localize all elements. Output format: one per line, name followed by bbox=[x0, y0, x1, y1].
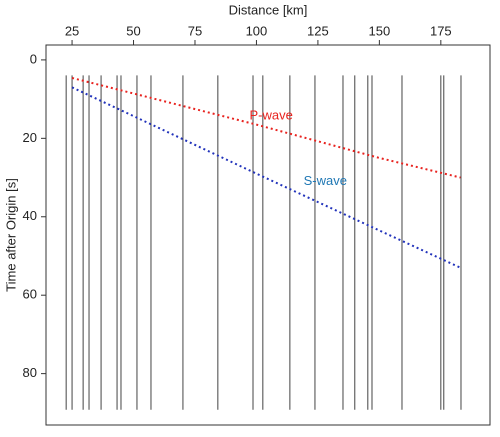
phase-line bbox=[71, 76, 461, 179]
phase-line bbox=[71, 86, 461, 269]
x-axis-title: Distance [km] bbox=[229, 2, 308, 17]
y-tick-label: 20 bbox=[23, 130, 37, 145]
y-tick-label: 60 bbox=[23, 287, 37, 302]
y-tick-label: 40 bbox=[23, 208, 37, 223]
y-tick-label: 0 bbox=[30, 51, 37, 66]
x-tick-label: 100 bbox=[246, 23, 268, 38]
x-tick-label: 125 bbox=[307, 23, 329, 38]
x-tick-label: 150 bbox=[369, 23, 391, 38]
x-tick-label: 25 bbox=[65, 23, 79, 38]
y-axis-title: Time after Origin [s] bbox=[3, 178, 18, 292]
x-tick-label: 50 bbox=[126, 23, 140, 38]
y-tick-label: 80 bbox=[23, 365, 37, 380]
phase-label: P-wave bbox=[250, 107, 293, 122]
plot-frame bbox=[45, 44, 491, 426]
x-tick-label: 175 bbox=[430, 23, 452, 38]
x-tick-label: 75 bbox=[188, 23, 202, 38]
phase-label: S-wave bbox=[304, 173, 347, 188]
